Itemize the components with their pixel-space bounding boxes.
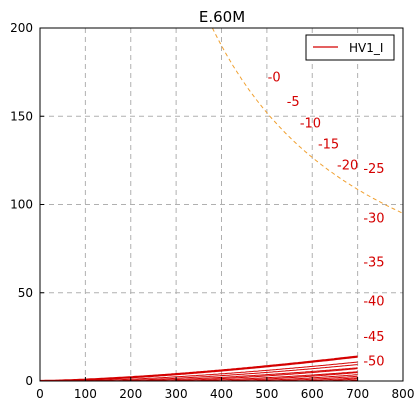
grid-voltage-label: -30 xyxy=(363,212,384,227)
plate-curve xyxy=(40,355,358,381)
grid-voltage-label: -20 xyxy=(337,159,358,174)
plate-curve xyxy=(40,372,358,381)
legend-entry: HV1_I xyxy=(349,41,383,55)
grid-voltage-label: -15 xyxy=(318,137,339,152)
grid-voltage-label: -5 xyxy=(287,95,300,110)
x-tick-label: 0 xyxy=(36,387,44,401)
grid-voltage-label: -50 xyxy=(363,355,384,370)
y-tick-label: 0 xyxy=(25,374,33,388)
chart-title: E.60M xyxy=(199,8,245,26)
grid-lines xyxy=(40,28,403,381)
grid-voltage-label: -35 xyxy=(363,256,384,271)
plate-curve xyxy=(40,374,358,381)
x-axis-ticks: 0 100 200 300 400 500 600 700 800 xyxy=(36,377,414,401)
grid-voltage-label: -45 xyxy=(363,330,384,345)
grid-voltage-label: -10 xyxy=(300,116,321,131)
x-tick-label: 400 xyxy=(210,387,233,401)
y-axis-ticks: 0 50 100 150 200 xyxy=(10,21,44,388)
x-tick-label: 800 xyxy=(392,387,415,401)
plate-curve xyxy=(40,364,358,381)
x-tick-label: 200 xyxy=(119,387,142,401)
plate-curve xyxy=(40,368,358,381)
grid-voltage-label: -25 xyxy=(363,162,384,177)
x-tick-label: 600 xyxy=(301,387,324,401)
y-tick-label: 100 xyxy=(10,198,33,212)
grid-voltage-labels: -0 -5-10 -15 -20 -25 -30 -35 -40 -45 -50 xyxy=(268,70,385,369)
x-tick-label: 500 xyxy=(255,387,278,401)
grid-voltage-label: -40 xyxy=(363,295,384,310)
plate-curve xyxy=(40,367,358,381)
y-tick-label: 50 xyxy=(18,286,33,300)
x-tick-label: 100 xyxy=(74,387,97,401)
y-tick-label: 200 xyxy=(10,21,33,35)
max-dissipation-curve xyxy=(211,28,403,214)
plate-curve xyxy=(40,375,358,381)
legend: HV1_I xyxy=(305,34,395,61)
grid-voltage-label: -0 xyxy=(268,70,281,85)
x-tick-label: 300 xyxy=(165,387,188,401)
x-tick-label: 700 xyxy=(346,387,369,401)
y-tick-label: 150 xyxy=(10,109,33,123)
